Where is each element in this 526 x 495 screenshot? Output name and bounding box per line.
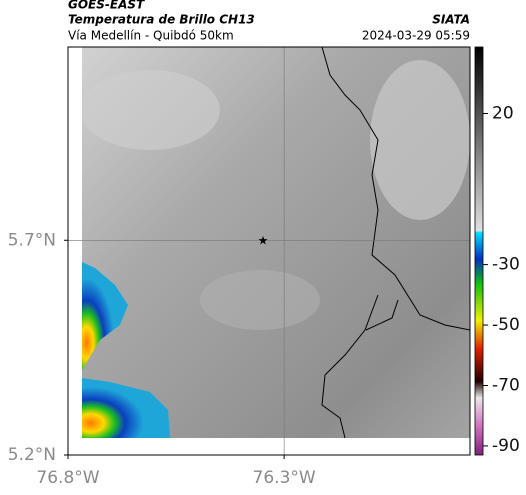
colorbar-ticks: 20 -30 -50 -70 -90 bbox=[483, 103, 520, 456]
location-marker: ★ bbox=[258, 234, 269, 248]
colorbar-tick-label: -30 bbox=[492, 255, 520, 275]
colorbar bbox=[474, 46, 484, 456]
lat-tick-label: 5.7°N bbox=[8, 230, 56, 250]
source: SIATA bbox=[432, 13, 470, 27]
location: Vía Medellín - Quibdó 50km bbox=[68, 29, 234, 43]
lon-tick-label: 76.8°W bbox=[36, 468, 99, 488]
colorbar-tick-label: -70 bbox=[492, 375, 520, 395]
colorbar-tick-label: -90 bbox=[492, 436, 520, 456]
timestamp: 2024-03-29 05:59 bbox=[362, 29, 470, 43]
colorbar-tick-label: -50 bbox=[492, 315, 520, 335]
map-frame bbox=[67, 46, 471, 456]
satellite-image bbox=[82, 47, 470, 438]
colorbar-tick-label: 20 bbox=[492, 103, 514, 123]
title: GOES-EAST bbox=[68, 0, 145, 12]
lat-tick-label: 5.2°N bbox=[8, 445, 56, 465]
subtitle: Temperatura de Brillo CH13 bbox=[68, 13, 255, 27]
lon-tick-label: 76.3°W bbox=[253, 468, 316, 488]
